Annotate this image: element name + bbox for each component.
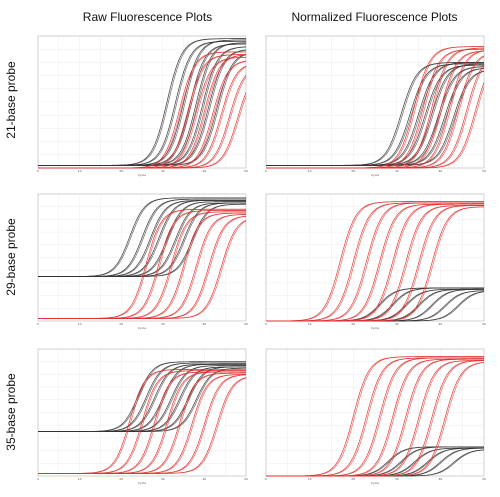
qpcr-chart-svg: 0 10 20 30 40 50 Cycle (265, 348, 486, 485)
x-tick-label: 50 (482, 322, 486, 326)
x-tick-label: 20 (351, 477, 355, 481)
x-tick-label: 40 (202, 477, 206, 481)
black-series-curve (266, 71, 485, 166)
x-tick-label: 50 (244, 477, 248, 481)
x-tick-label: 20 (351, 169, 355, 173)
x-tick-label: 40 (438, 322, 442, 326)
x-axis-label: Cycle (138, 173, 146, 177)
x-tick-label: 0 (37, 169, 39, 173)
red-series-curve (266, 201, 484, 322)
x-tick-label: 40 (438, 169, 442, 173)
qpcr-panel-5: 0 10 20 30 40 50 Cycle (30, 345, 250, 485)
x-axis-label: Cycle (138, 326, 146, 330)
row-title-29: 29-base probe (4, 218, 18, 296)
red-series-curve (38, 377, 247, 474)
qpcr-chart-svg: 0 10 20 30 40 50 Cycle (37, 193, 248, 330)
red-series-curve (38, 96, 247, 169)
x-tick-label: 50 (244, 322, 248, 326)
qpcr-panel-3: 0 10 20 30 40 50 Cycle (30, 190, 250, 330)
x-tick-label: 40 (202, 322, 206, 326)
qpcr-chart-svg: 0 10 20 30 40 50 Cycle (37, 348, 248, 485)
normalized-column-title: Normalized Fluorescence Plots (291, 10, 458, 24)
black-series-curve (38, 203, 247, 277)
qpcr-panel-4: 0 10 20 30 40 50 Cycle (258, 190, 488, 330)
row-title-21: 21-base probe (4, 61, 18, 139)
x-tick-label: 30 (161, 322, 165, 326)
qpcr-chart-svg: 0 10 20 30 40 50 Cycle (265, 35, 486, 177)
x-tick-label: 50 (482, 169, 486, 173)
x-tick-label: 0 (265, 169, 267, 173)
black-series-curve (38, 367, 247, 432)
x-tick-label: 20 (119, 169, 123, 173)
x-axis-label: Cycle (371, 481, 379, 485)
x-tick-label: 30 (395, 477, 399, 481)
x-tick-label: 10 (78, 322, 82, 326)
x-tick-label: 10 (78, 169, 82, 173)
x-tick-label: 30 (161, 477, 165, 481)
red-series-curve (38, 220, 247, 319)
x-tick-label: 20 (351, 322, 355, 326)
x-axis-label: Cycle (138, 481, 146, 485)
x-tick-label: 20 (119, 477, 123, 481)
red-series-curve (266, 362, 485, 477)
x-tick-label: 20 (119, 322, 123, 326)
qpcr-panel-1: 0 10 20 30 40 50 Cycle (30, 32, 250, 177)
red-series-curve (266, 86, 485, 169)
x-tick-label: 40 (438, 477, 442, 481)
x-tick-label: 30 (395, 169, 399, 173)
x-tick-label: 40 (202, 169, 206, 173)
x-tick-label: 50 (244, 169, 248, 173)
x-tick-label: 10 (78, 477, 82, 481)
red-series-curve (266, 206, 485, 322)
x-tick-label: 10 (308, 477, 312, 481)
x-tick-label: 0 (37, 322, 39, 326)
qpcr-chart-svg: 0 10 20 30 40 50 Cycle (265, 193, 486, 330)
x-tick-label: 0 (265, 477, 267, 481)
x-tick-label: 10 (308, 169, 312, 173)
row-title-35: 35-base probe (4, 373, 18, 451)
x-tick-label: 30 (161, 169, 165, 173)
x-tick-label: 50 (482, 477, 486, 481)
x-axis-label: Cycle (371, 173, 379, 177)
x-tick-label: 10 (308, 322, 312, 326)
raw-column-title: Raw Fluorescence Plots (82, 10, 213, 24)
black-series-curve (38, 54, 247, 166)
x-tick-label: 0 (37, 477, 39, 481)
x-tick-label: 0 (265, 322, 267, 326)
x-tick-label: 30 (395, 322, 399, 326)
qpcr-panel-2: 0 10 20 30 40 50 Cycle (258, 32, 488, 177)
qpcr-panel-6: 0 10 20 30 40 50 Cycle (258, 345, 488, 485)
qpcr-chart-svg: 0 10 20 30 40 50 Cycle (37, 35, 248, 177)
x-axis-label: Cycle (371, 326, 379, 330)
